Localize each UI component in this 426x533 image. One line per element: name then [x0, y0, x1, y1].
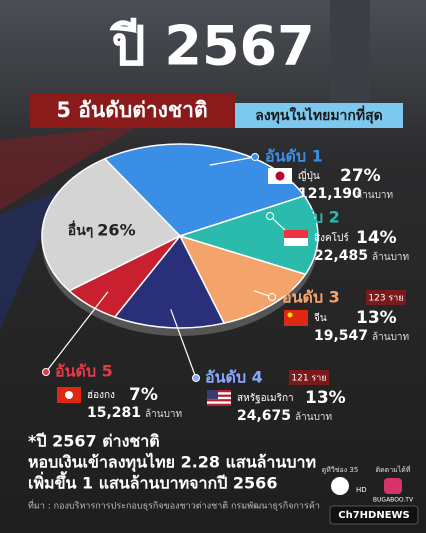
flag: [207, 390, 231, 393]
country: ญี่ปุ่น: [298, 168, 320, 182]
flag: [207, 394, 231, 397]
country: สหรัฐอเมริกา: [237, 393, 294, 404]
building: [330, 0, 370, 120]
follow: ติดตามได้ที่: [376, 465, 411, 474]
connector-dot: [251, 153, 259, 161]
flag: [284, 310, 308, 326]
company-count: 123 ราย: [368, 294, 403, 304]
investment: 19,547: [314, 328, 368, 344]
news: Ch7HDNEWS: [338, 510, 410, 521]
value-label: 13%: [356, 308, 397, 328]
investment: 22,485: [314, 248, 368, 264]
unit: ล้านบาท: [372, 251, 409, 263]
bugaboo: BUGABOO.TV: [373, 497, 414, 504]
subtitle-box: [30, 94, 235, 128]
rank: อันดับ 1: [265, 147, 323, 166]
investment: 15,281: [87, 405, 141, 421]
pie-slice: [178, 234, 307, 325]
tagline: ลงทุนในไทยมากที่สุด: [255, 105, 383, 124]
footer-line: เพิ่มขึ้น 1 แสนล้านบาทจากปี 2566: [28, 471, 277, 493]
unit: ล้านบาท: [372, 331, 409, 343]
flag: [65, 391, 73, 399]
unit: ล้านบาท: [356, 189, 393, 201]
footer-line: *ปี 2567 ต่างชาติ: [28, 432, 160, 451]
flag: [207, 390, 218, 399]
connector-dot: [192, 374, 200, 382]
connector-dot: [268, 293, 276, 301]
connector: [209, 156, 256, 166]
value-label: 13%: [305, 388, 346, 408]
flag: [284, 238, 308, 246]
flag: [207, 403, 231, 406]
channel: ดูทีวีช่อง 35: [322, 466, 359, 474]
hd: HD: [356, 486, 367, 494]
flag: [207, 399, 231, 402]
value-label: 14%: [356, 228, 397, 248]
rank: อันดับ 4: [205, 368, 263, 387]
unit: ล้านบาท: [145, 408, 182, 420]
ch7-logo: [331, 477, 349, 495]
source: ที่มา : กองบริหารการประกอบธุรกิจของชาวต่…: [28, 499, 320, 512]
pie-slice: [177, 195, 319, 276]
flag: [284, 230, 308, 238]
connector: [170, 309, 197, 379]
investment: 121,190: [298, 186, 362, 202]
connector: [45, 291, 109, 373]
news-box: [329, 505, 419, 525]
subtitle: 5 อันดับต่างชาติ: [56, 98, 207, 122]
flag: [287, 312, 293, 318]
company-count: 121 ราย: [291, 374, 326, 384]
category-label: อื่นๆ: [68, 220, 94, 239]
company-box: [366, 290, 406, 305]
rank: อันดับ 3: [282, 288, 340, 307]
country: ฮ่องกง: [87, 390, 115, 401]
pie-slice: [41, 157, 182, 292]
bugaboo-logo: [384, 478, 402, 494]
flag: [275, 171, 285, 181]
rank: อันดับ 5: [55, 362, 113, 381]
unit: ล้านบาท: [295, 411, 332, 423]
connector-dot: [42, 368, 50, 376]
value-label: 27%: [340, 166, 381, 186]
pie-slice: [113, 234, 226, 329]
footer-line: หอบเงินเข้าลงทุนไทย 2.28 แสนล้านบาท: [28, 453, 316, 473]
tagline-box: [235, 103, 403, 128]
value-label: 7%: [129, 385, 158, 405]
connector-dot: [266, 212, 274, 220]
investment: 24,675: [237, 408, 291, 424]
country: สิงคโปร์: [314, 231, 349, 244]
rank: อันดับ 2: [282, 208, 340, 227]
title: ปี 2567: [109, 15, 314, 78]
flag-stripe: [0, 125, 140, 210]
company-box: [289, 370, 329, 385]
value-label: 26%: [97, 221, 135, 240]
country: จีน: [314, 312, 327, 324]
